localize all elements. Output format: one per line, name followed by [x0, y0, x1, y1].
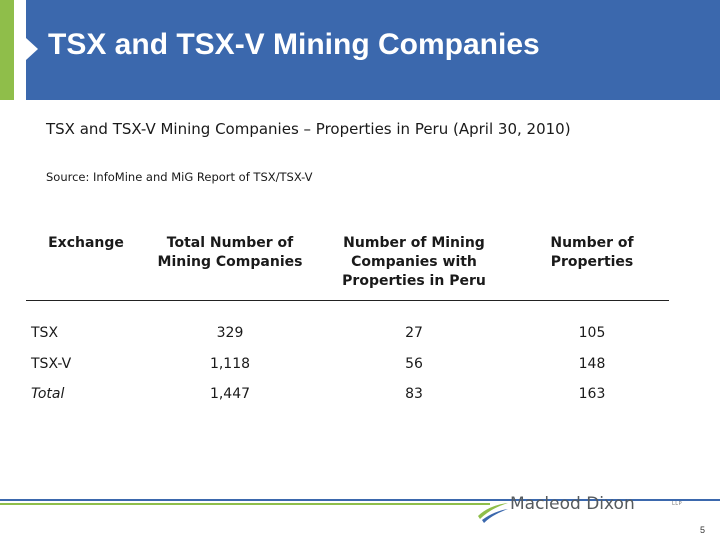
header-line: Number of: [550, 235, 634, 251]
cell-total: 1,118: [209, 356, 251, 372]
header-line: Companies with: [351, 254, 477, 270]
slide-title: TSX and TSX-V Mining Companies: [48, 28, 540, 61]
cell-with-peru: 83: [405, 386, 423, 402]
cell-total: 1,447: [209, 386, 251, 402]
cell-properties: 105: [578, 325, 606, 341]
header-line: Properties: [550, 254, 634, 270]
header-line: Mining Companies: [157, 254, 303, 270]
header-band: [0, 0, 720, 100]
logo-suffix: LLP: [672, 501, 683, 507]
logo-swoosh-icon: [478, 503, 508, 523]
header-line: Total Number of: [166, 235, 294, 251]
cell-exchange: Total: [31, 386, 65, 402]
column-header-exchange: Exchange: [36, 234, 136, 253]
table-subtitle: TSX and TSX-V Mining Companies – Propert…: [46, 120, 571, 138]
page-number: 5: [700, 525, 706, 535]
table-header-rule: [26, 300, 669, 301]
header-white-stripe: [14, 0, 26, 100]
header-green-stripe: [0, 0, 14, 100]
header-line: Properties in Peru: [342, 273, 486, 289]
header-line: Number of Mining: [343, 235, 485, 251]
header-line: Exchange: [48, 235, 124, 251]
cell-properties: 163: [578, 386, 606, 402]
column-header-properties: Number of Properties: [532, 234, 652, 272]
cell-properties: 148: [578, 356, 606, 372]
footer-green-line: [0, 503, 490, 505]
column-header-with-peru: Number of Mining Companies with Properti…: [334, 234, 494, 291]
logo-text: Macleod Dixon: [510, 494, 635, 514]
cell-exchange: TSX: [31, 325, 59, 341]
column-header-total: Total Number of Mining Companies: [150, 234, 310, 272]
cell-exchange: TSX-V: [31, 356, 72, 372]
cell-with-peru: 56: [405, 356, 423, 372]
source-note: Source: InfoMine and MiG Report of TSX/T…: [46, 170, 313, 184]
cell-total: 329: [216, 325, 244, 341]
footer-blue-line: [0, 499, 720, 501]
header-arrow-icon: [26, 38, 38, 60]
company-logo: Macleod Dixon LLP: [476, 486, 686, 526]
cell-with-peru: 27: [405, 325, 423, 341]
